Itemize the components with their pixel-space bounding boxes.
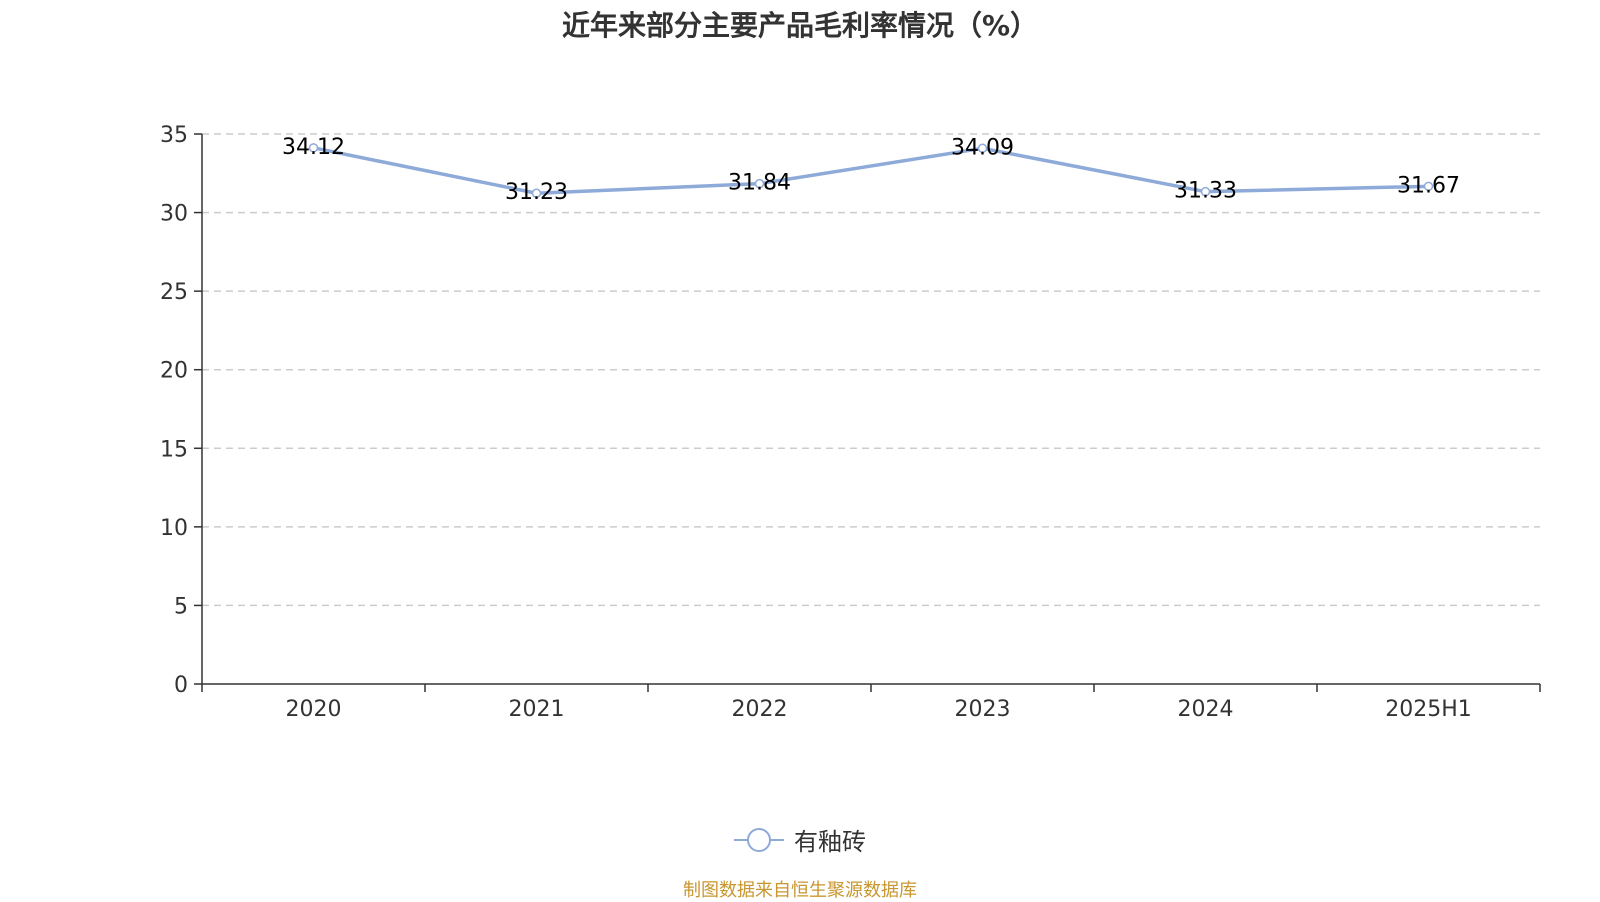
data-label: 31.33 [1174,179,1237,204]
data-point [308,143,319,153]
y-tick-label: 10 [160,516,188,541]
y-tick-label: 0 [174,673,188,698]
data-point [531,188,542,198]
x-tick-label: 2023 [955,697,1011,722]
grid-lines [202,133,1540,607]
data-label: 34.12 [282,135,345,160]
y-tick-label: 30 [160,202,188,227]
data-label: 34.09 [951,135,1014,160]
axes [201,134,1540,685]
y-tick-label: 20 [160,359,188,384]
x-tick-label: 2021 [509,697,565,722]
data-label: 31.67 [1397,173,1460,198]
x-tick-label: 2025H1 [1385,697,1472,722]
series-line [313,146,1429,195]
y-tick-label: 25 [160,280,188,305]
data-label: 31.23 [505,180,568,205]
legend-marker-icon [734,826,784,854]
y-tick-label: 5 [174,594,188,619]
data-point [754,178,765,189]
series-group [308,143,1434,198]
y-tick-label: 35 [160,123,188,148]
y-axis-ticks: 0 5 10 15 20 25 30 35 [160,123,202,698]
source-note: 制图数据来自恒生聚源数据库 [683,880,917,901]
x-axis-ticks: 2020 2021 2022 2023 2024 2025H1 [201,684,1541,722]
data-label: 31.84 [728,171,791,196]
chart-title: 近年来部分主要产品毛利率情况（%） [561,9,1039,42]
x-tick-label: 2022 [732,697,788,722]
y-tick-label: 15 [160,437,188,462]
legend-label: 有釉砖 [794,828,866,856]
data-point [977,143,988,154]
data-labels: 34.12 31.23 31.84 34.09 31.33 31.67 [282,135,1460,205]
legend[interactable]: 有釉砖 [0,822,1600,857]
x-tick-label: 2020 [286,697,342,722]
x-tick-label: 2024 [1178,697,1234,722]
data-point [1200,186,1211,197]
data-point [1423,181,1434,192]
